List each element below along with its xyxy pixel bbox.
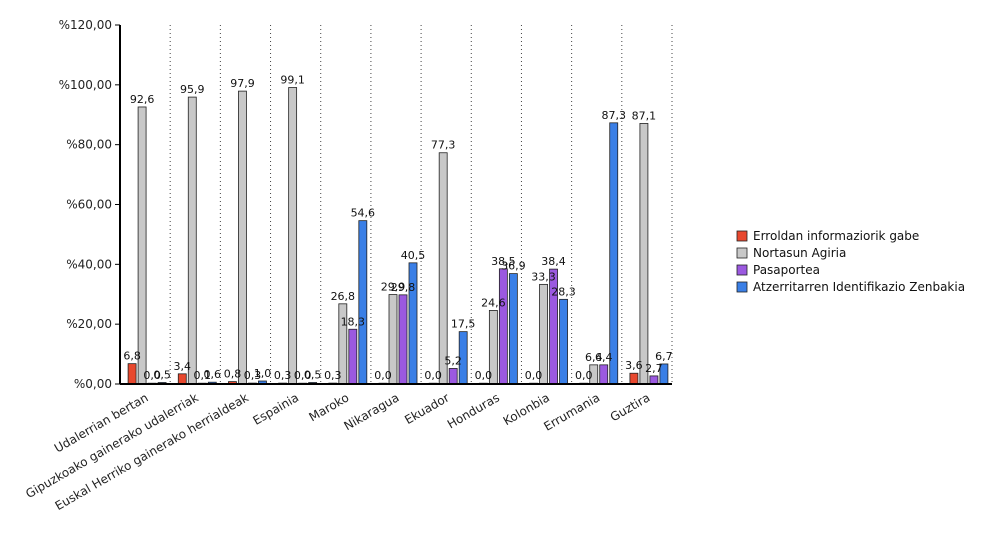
data-label: 38,5 [491, 255, 516, 268]
legend-label: Nortasun Agiria [753, 246, 846, 260]
y-tick-label: %80,00 [66, 138, 112, 152]
data-label: 87,3 [601, 109, 626, 122]
bar [649, 375, 659, 385]
bar [438, 152, 448, 385]
bar [137, 106, 147, 385]
data-labels: 6,892,60,00,53,495,90,10,6 0,897,90,31,0 0… [123, 74, 672, 383]
data-label: 77,3 [431, 139, 456, 152]
y-tick-label: %0,00 [74, 377, 112, 391]
bar [559, 298, 568, 385]
bars [127, 87, 669, 385]
data-label: 0,3 [324, 369, 342, 382]
data-label: 0,5 [153, 369, 171, 382]
bar [398, 294, 408, 385]
data-label: 0,0 [294, 369, 312, 382]
data-label: 36,9 [501, 260, 526, 273]
legend-swatch [736, 247, 748, 259]
y-tick-labels: %0,00 %20,00 %40,00 %60,00 %80,00 %100,00 %120… [59, 18, 120, 391]
bar [448, 368, 458, 385]
bar [358, 220, 368, 385]
data-label: 3,6 [625, 359, 643, 372]
data-label: 2,7 [645, 362, 663, 375]
data-label: 26,8 [331, 290, 356, 303]
data-label: 0,0 [475, 369, 493, 382]
data-label: 0,8 [224, 368, 242, 381]
data-label: 0,6 [204, 368, 222, 381]
legend-swatch [736, 230, 748, 242]
bar [238, 90, 247, 385]
data-label: 0,5 [304, 369, 322, 382]
data-label: 0,0 [525, 369, 543, 382]
data-label: 17,5 [451, 318, 476, 331]
data-label: 29,9 [381, 281, 406, 294]
data-label: 38,4 [541, 255, 566, 268]
legend-swatch [736, 281, 748, 293]
data-label: 87,1 [632, 109, 657, 122]
y-tick-label: %40,00 [66, 257, 112, 271]
data-label: 24,6 [481, 296, 506, 309]
data-label: 0,3 [274, 369, 292, 382]
data-label: 99,1 [280, 74, 305, 87]
data-label: 6,7 [655, 350, 673, 363]
legend-swatch [736, 264, 748, 276]
data-label: 1,0 [254, 367, 272, 380]
data-label: 5,2 [444, 354, 462, 367]
data-label: 18,3 [341, 315, 366, 328]
bar [629, 372, 639, 385]
bar [177, 373, 187, 385]
data-label: 40,5 [401, 249, 426, 262]
data-label: 0,0 [374, 369, 392, 382]
y-tick-label: %100,00 [59, 78, 112, 92]
category-label: Espainia [250, 390, 301, 427]
data-label: 6,8 [123, 350, 141, 363]
bar [187, 96, 197, 385]
data-label: 92,6 [130, 93, 155, 106]
category-label: Nikaragua [341, 390, 401, 433]
category-label: Guztira [608, 390, 653, 424]
data-label: 0,1 [194, 369, 212, 382]
data-label: 29,8 [391, 281, 416, 294]
bar [508, 273, 518, 385]
legend-label: Erroldan informaziorik gabe [753, 229, 919, 243]
data-label: 0,0 [575, 369, 593, 382]
category-label: Ekuador [402, 390, 452, 427]
data-label: 0,3 [244, 369, 262, 382]
bar [639, 123, 649, 385]
category-label: Euskal Herriko gainerako herrialdeak [53, 390, 251, 513]
bar [498, 268, 508, 385]
bar [599, 364, 609, 385]
data-label: 54,6 [351, 207, 376, 220]
bar [609, 122, 619, 385]
data-label: 28,3 [551, 285, 576, 298]
legend-label: Atzerritarren Identifikazio Zenbakia [753, 280, 965, 294]
category-label: Errumania [541, 390, 602, 433]
data-label: 0,0 [143, 369, 161, 382]
y-tick-label: %120,00 [59, 18, 112, 32]
data-label: 6,4 [585, 351, 603, 364]
data-label: 3,4 [174, 360, 192, 373]
bar [127, 363, 137, 385]
data-label: 0,0 [424, 369, 442, 382]
data-label: 33,3 [531, 270, 556, 283]
legend-label: Pasaportea [753, 263, 820, 277]
data-label: 6,4 [595, 351, 613, 364]
bar [348, 328, 358, 385]
legend: Erroldan informaziorik gabe Nortasun Agir… [736, 229, 965, 294]
data-label: 97,9 [230, 77, 255, 90]
bar [288, 87, 298, 385]
category-label: Honduras [445, 390, 502, 431]
y-tick-label: %60,00 [66, 198, 112, 212]
data-label: 95,9 [180, 83, 205, 96]
y-tick-label: %20,00 [66, 317, 112, 331]
